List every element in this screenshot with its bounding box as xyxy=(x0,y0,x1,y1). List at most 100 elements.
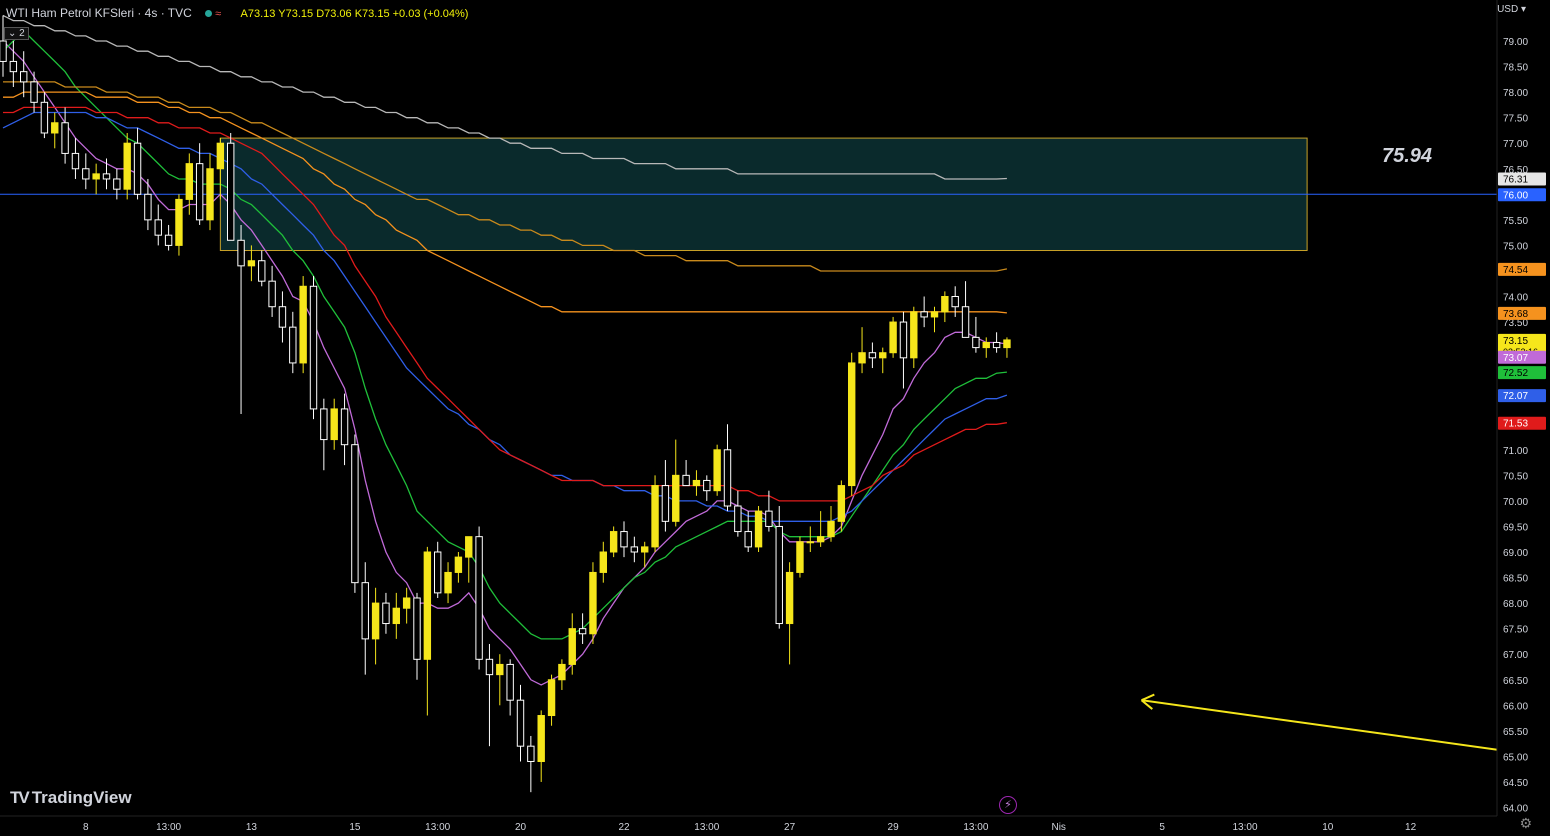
candle xyxy=(961,281,970,338)
candles xyxy=(0,15,1011,793)
price-label-bg xyxy=(1498,366,1546,380)
candle xyxy=(123,132,131,200)
price-label-text: 76.00 xyxy=(1503,190,1528,201)
candle xyxy=(361,562,369,675)
candle-body xyxy=(527,745,535,763)
candle xyxy=(82,153,90,190)
time-tick-label: 13 xyxy=(246,822,258,833)
candle xyxy=(434,541,442,598)
candle-body xyxy=(185,163,194,200)
candle xyxy=(765,490,773,532)
candle-body xyxy=(972,336,980,349)
candle xyxy=(413,592,421,680)
candle xyxy=(537,710,545,782)
candle-body xyxy=(1003,339,1011,349)
candle-body xyxy=(672,474,680,522)
candle xyxy=(682,460,690,487)
candle-body xyxy=(216,142,225,170)
candle xyxy=(340,393,349,466)
candle-body xyxy=(920,311,928,318)
candle-body xyxy=(485,658,494,676)
candle-body xyxy=(92,173,100,180)
candle xyxy=(599,541,607,583)
candle-body xyxy=(195,163,204,221)
price-tick-label: 75.50 xyxy=(1503,216,1528,227)
candle-body xyxy=(661,485,670,522)
candle-body xyxy=(82,168,90,180)
arrow-head-1 xyxy=(1141,693,1155,702)
candle-body xyxy=(630,546,639,553)
candle-body xyxy=(475,536,483,660)
moving-averages xyxy=(2,14,1008,686)
candle-body xyxy=(682,474,690,487)
symbol-legend[interactable]: WTI Ham Petrol KFSleri · 4s · TVC ≈ A73.… xyxy=(6,6,468,20)
candle-body xyxy=(20,71,28,83)
candle-body xyxy=(785,571,794,625)
price-label: 71.53 xyxy=(1498,416,1546,430)
candle-body xyxy=(51,122,59,134)
candle-body xyxy=(133,142,142,195)
candle-body xyxy=(961,306,970,338)
candle xyxy=(609,526,618,558)
candle-body xyxy=(309,285,318,410)
wave-icon: ≈ xyxy=(215,8,222,20)
candle-body xyxy=(71,152,80,170)
candle xyxy=(0,15,7,77)
price-label-bg xyxy=(1498,188,1546,202)
tradingview-logo[interactable]: TV TradingView xyxy=(10,788,132,808)
settings-gear-icon[interactable]: ⚙ xyxy=(1519,815,1532,831)
candle xyxy=(827,506,835,542)
candle xyxy=(402,587,411,624)
price-label-text: 73.07 xyxy=(1503,353,1528,364)
market-status-icon xyxy=(205,10,213,18)
candle xyxy=(713,444,721,496)
price-label-bg xyxy=(1498,350,1546,364)
price-tick-label: 74.00 xyxy=(1503,293,1528,304)
price-tick-label: 69.00 xyxy=(1503,548,1528,559)
indicator-toggle-button[interactable]: ⌄ 2 xyxy=(4,27,29,40)
candle-body xyxy=(589,571,597,635)
time-tick-label: 15 xyxy=(349,822,361,833)
candle xyxy=(216,138,225,200)
candle xyxy=(237,224,245,415)
price-label-text: 76.31 xyxy=(1503,174,1528,185)
candle-body xyxy=(102,173,111,180)
price-label-bg xyxy=(1498,416,1546,430)
candle-body xyxy=(537,715,545,763)
lightning-icon[interactable]: ⚡ xyxy=(999,796,1017,814)
candle xyxy=(102,158,111,190)
candle xyxy=(868,342,877,369)
candle-body xyxy=(206,168,214,221)
candle xyxy=(661,460,670,532)
currency-selector[interactable]: USD ▾ xyxy=(1497,4,1526,15)
candle-body xyxy=(734,505,742,533)
candle-body xyxy=(713,449,721,492)
price-label: 74.54 xyxy=(1498,262,1546,276)
candle xyxy=(816,511,825,547)
candle xyxy=(796,536,804,578)
time-tick-label: 13:00 xyxy=(963,822,988,833)
candle xyxy=(982,337,990,358)
candle-body xyxy=(0,40,7,62)
candle xyxy=(320,398,328,471)
candle-body xyxy=(423,551,432,660)
time-tick-label: 8 xyxy=(83,822,89,833)
candle-body xyxy=(796,541,804,573)
candle xyxy=(51,112,59,149)
price-tick-label: 67.50 xyxy=(1503,625,1528,636)
candle-body xyxy=(227,142,235,241)
price-label: 73.68 xyxy=(1498,306,1546,320)
ma-line-6 xyxy=(2,14,1007,180)
candle-body xyxy=(258,260,266,282)
candle xyxy=(392,592,401,639)
price-tick-label: 67.00 xyxy=(1503,650,1528,661)
time-tick-label: 13:00 xyxy=(1232,822,1257,833)
candle-body xyxy=(371,602,380,640)
candle-body xyxy=(868,352,877,359)
candle xyxy=(454,552,463,583)
time-tick-label: 22 xyxy=(618,822,630,833)
candle xyxy=(40,92,49,139)
symbol-title[interactable]: WTI Ham Petrol KFSleri · 4s · TVC xyxy=(6,6,192,20)
candle-body xyxy=(858,352,866,364)
